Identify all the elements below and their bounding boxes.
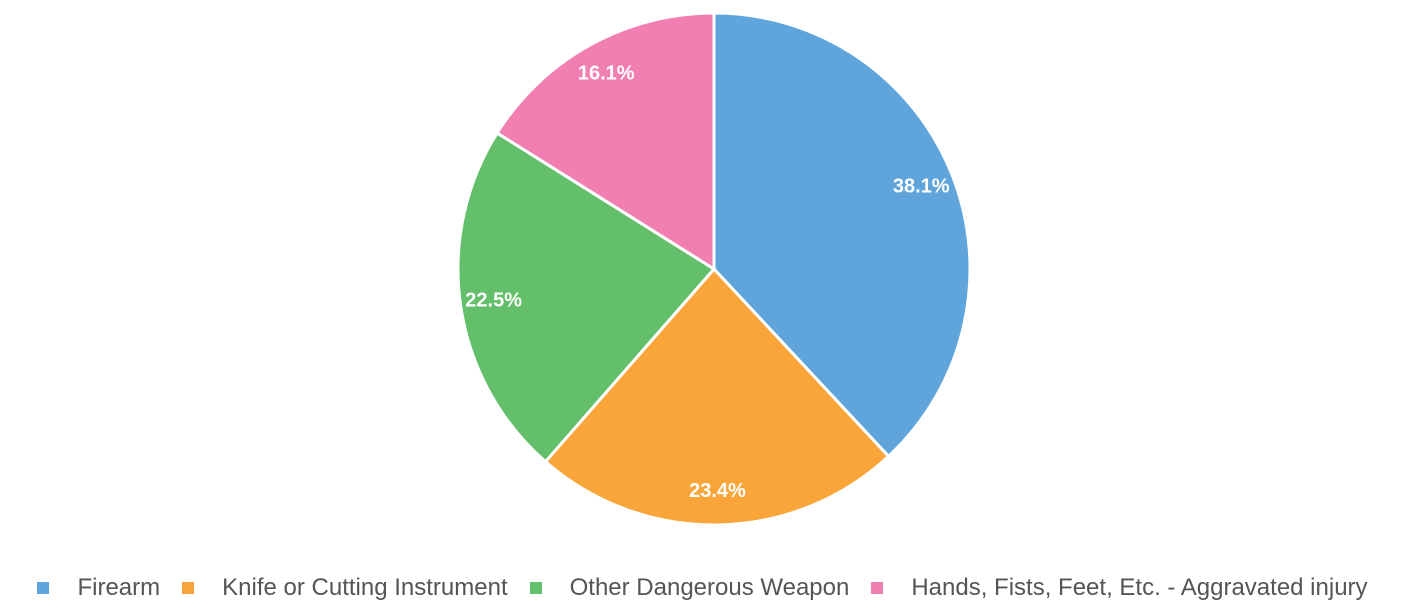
legend-label-knife: Knife or Cutting Instrument <box>222 574 508 601</box>
pie-label-firearm: 38.1% <box>893 176 950 198</box>
legend-label-firearm: Firearm <box>77 574 161 601</box>
pie-slice-knife[interactable] <box>543 266 891 527</box>
pie-label-knife: 23.4% <box>689 480 746 502</box>
pie-chart: 38.1% 23.4% 22.5% 16.1% <box>456 11 972 527</box>
pie-label-hands: 16.1% <box>578 62 635 84</box>
legend-swatch-hands <box>871 582 884 594</box>
legend-item-other-weapon[interactable]: Other Dangerous Weapon <box>529 574 850 602</box>
pie-slices <box>456 11 972 527</box>
legend-swatch-other-weapon <box>529 582 542 594</box>
pie-slice-hands[interactable] <box>495 11 716 272</box>
pie-slice-labels: 38.1% 23.4% 22.5% 16.1% <box>465 62 950 502</box>
legend-item-knife[interactable]: Knife or Cutting Instrument <box>182 574 508 602</box>
legend-swatch-firearm <box>37 582 50 594</box>
pie-slice-other-weapon[interactable] <box>456 130 717 464</box>
legend-item-hands[interactable]: Hands, Fists, Feet, Etc. - Aggravated in… <box>871 574 1368 602</box>
chart-legend: Firearm Knife or Cutting Instrument Othe… <box>0 568 1405 608</box>
legend-label-hands: Hands, Fists, Feet, Etc. - Aggravated in… <box>911 574 1368 601</box>
pie-slice-firearm[interactable] <box>712 11 972 459</box>
legend-item-firearm[interactable]: Firearm <box>37 574 160 602</box>
pie-label-other-weapon: 22.5% <box>465 290 522 312</box>
legend-label-other-weapon: Other Dangerous Weapon <box>569 574 850 601</box>
legend-swatch-knife <box>182 582 195 594</box>
